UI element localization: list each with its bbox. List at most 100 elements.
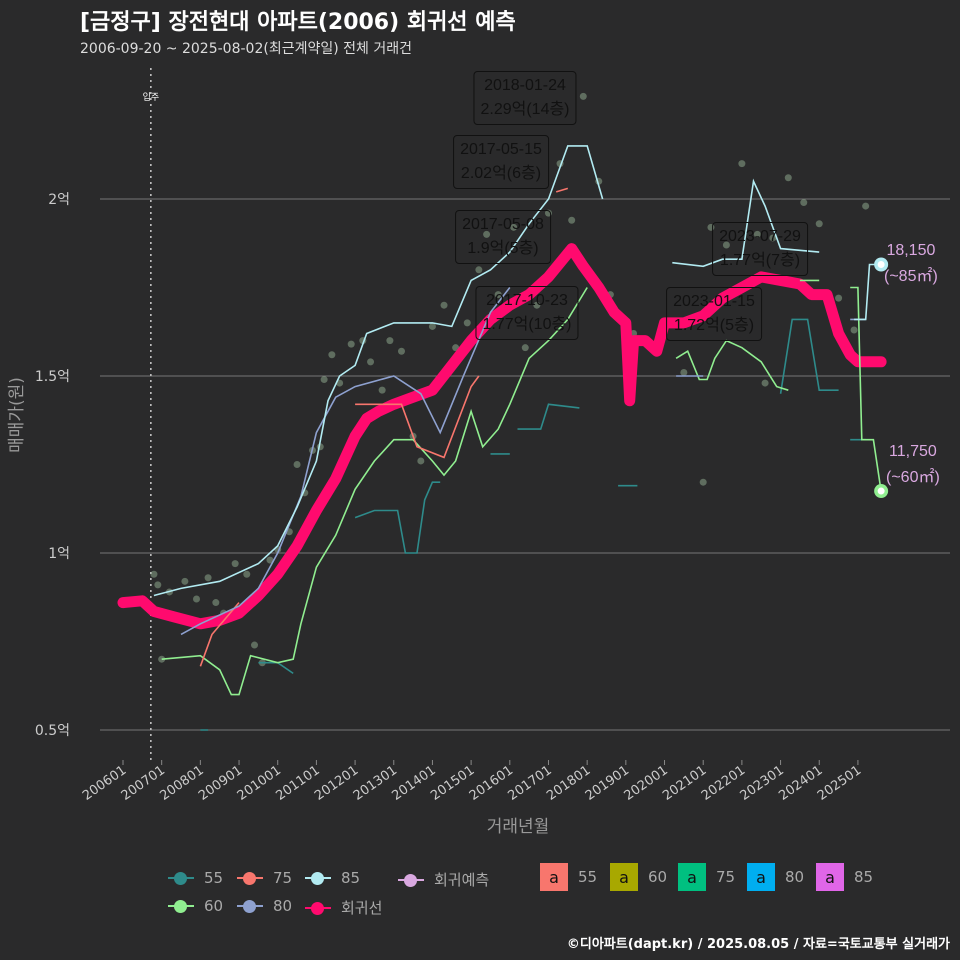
scatter-point <box>800 199 808 207</box>
legend-box-icon: a <box>747 863 775 891</box>
legend-item-85[interactable]: 85 <box>305 869 360 887</box>
scatter-point <box>367 358 375 366</box>
legend-box-85[interactable]: a 85 <box>816 863 873 891</box>
prediction-point-center <box>877 260 885 268</box>
scatter-point <box>428 322 436 330</box>
annotation-date: 2018-01-24 <box>484 77 566 94</box>
legend-label: 55 <box>204 869 224 887</box>
legend-box-60[interactable]: a 60 <box>610 863 667 891</box>
chart-subtitle: 2006-09-20 ~ 2025-08-02(최근계약일) 전체 거래건 <box>80 41 412 57</box>
scatter-point <box>378 386 386 394</box>
scatter-point <box>266 556 274 564</box>
prediction-value: 18,150 <box>886 242 936 259</box>
legend-label: 80 <box>785 868 805 886</box>
scatter-point <box>533 301 541 309</box>
annotation-price: 1.77억(7층) <box>719 252 801 269</box>
prediction-value: 11,750 <box>889 443 937 460</box>
scatter-point <box>251 641 259 649</box>
scatter-point <box>397 347 405 355</box>
y-axis-title: 매매가(원) <box>7 377 27 453</box>
legend-label: 60 <box>204 897 224 915</box>
series-line-60 <box>161 279 882 696</box>
annotation-label: 2018-01-24 2.29억(14층) <box>473 71 577 125</box>
scatter-point <box>699 478 707 486</box>
legend-label: 85 <box>854 868 874 886</box>
legend-label: 75 <box>716 868 736 886</box>
annotation-price: 1.77억(10층) <box>482 316 572 333</box>
y-tick-label: 1억 <box>48 546 70 562</box>
legend-box-icon: a <box>540 863 568 891</box>
scatter-point <box>417 457 425 465</box>
legend-item-prediction[interactable]: 회귀예측 <box>398 869 489 890</box>
annotation-label: 2023-07-29 1.77억(7층) <box>712 222 808 276</box>
annotation-date: 2023-01-15 <box>673 293 755 310</box>
legend-box-75[interactable]: a 75 <box>678 863 735 891</box>
scatter-point <box>521 344 529 352</box>
scatter-point <box>440 301 448 309</box>
scatter-point <box>150 570 158 578</box>
scatter-point <box>568 216 576 224</box>
legend-label: 75 <box>273 869 293 887</box>
annotation-date: 2017-05-15 <box>460 141 542 158</box>
scatter-point <box>293 461 301 468</box>
scatter-point <box>212 599 220 607</box>
scatter-point <box>769 234 777 242</box>
legend-key-icon <box>305 901 331 915</box>
scatter-point <box>680 368 688 376</box>
scatter-point <box>753 230 761 238</box>
legend-key-icon <box>168 872 194 885</box>
legend-item-regression[interactable]: 회귀선 <box>305 897 382 918</box>
regression-line <box>117 243 887 630</box>
y-tick-label: 0.5억 <box>35 723 70 739</box>
scatter-point <box>850 326 858 334</box>
x-tick-label: 202501 <box>815 763 864 804</box>
legend-label: 60 <box>648 868 668 886</box>
legend-key-icon <box>237 900 263 913</box>
legend-box-icon: a <box>678 863 706 891</box>
annotation-price: 2.02억(6층) <box>460 165 542 182</box>
legend-label: 회귀예측 <box>434 871 490 889</box>
scatter-point <box>835 294 843 302</box>
legend-key-icon <box>168 900 194 913</box>
legend-key-icon <box>398 873 424 887</box>
scatter-point <box>761 379 769 387</box>
scatter-point <box>181 577 189 585</box>
scatter-point <box>231 560 239 568</box>
scatter-point <box>579 92 587 100</box>
scatter-point <box>784 174 792 182</box>
annotation-label: 2017-05-15 2.02억(6층) <box>453 135 549 189</box>
legend-item-75[interactable]: 75 <box>237 869 292 887</box>
legend-item-80[interactable]: 80 <box>237 897 292 915</box>
annotation-price: 2.29억(14층) <box>480 101 570 118</box>
scatter-point <box>815 220 823 228</box>
series-line-75 <box>199 187 569 667</box>
legend-key-icon <box>237 872 263 885</box>
legend-box-55[interactable]: a 55 <box>540 863 597 891</box>
legend-box-icon: a <box>816 863 844 891</box>
legend-item-60[interactable]: 60 <box>168 897 223 915</box>
chart-title: [금정구] 장전현대 아파트(2006) 회귀선 예측 <box>80 10 516 35</box>
y-tick-label: 1.5억 <box>35 369 70 385</box>
scatter-point <box>475 266 483 274</box>
prediction-area: (~60㎡) <box>886 469 940 486</box>
prediction-label-60: 11,750 (~60㎡) <box>886 439 940 491</box>
scatter-point <box>463 319 471 327</box>
prediction-label-85: 18,150 (~85㎡) <box>884 238 938 290</box>
annotation-price: 1.9억(5층) <box>467 240 539 257</box>
scatter-point <box>154 581 162 589</box>
scatter-point <box>204 574 212 582</box>
legend-box-icon: a <box>610 863 638 891</box>
legend-label: 80 <box>273 897 293 915</box>
legend-box-80[interactable]: a 80 <box>747 863 804 891</box>
scatter-point <box>158 655 166 663</box>
annotation-date: 2017-10-23 <box>486 292 568 309</box>
legend-item-55[interactable]: 55 <box>168 869 223 887</box>
scatter-point <box>320 376 328 384</box>
scatter-point <box>192 595 200 603</box>
scatter-point <box>494 291 502 299</box>
scatter-point <box>483 230 491 238</box>
annotation-label: 2023-01-15 1.72억(5층) <box>666 287 762 341</box>
scatter-point <box>347 340 355 348</box>
